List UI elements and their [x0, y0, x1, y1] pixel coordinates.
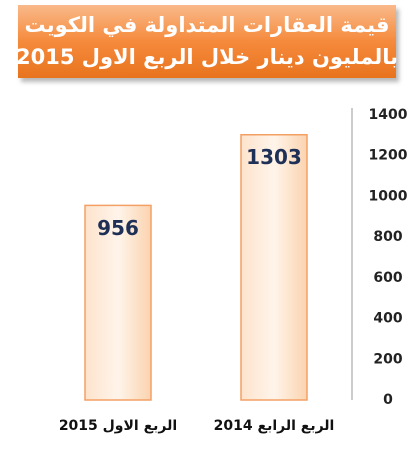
y-tick-label: 400 [373, 311, 402, 327]
x-tick-label: الربع الرابع 2014 [214, 418, 335, 434]
data-label: 1303 [246, 145, 302, 169]
y-tick-label: 1400 [369, 107, 408, 123]
y-tick-label: 1200 [369, 148, 408, 164]
chart-title: قيمة العقارات المتداولة في الكويت [24, 13, 389, 37]
y-tick-label: 0 [383, 392, 393, 408]
y-tick-label: 600 [373, 270, 402, 286]
bar [240, 133, 308, 401]
y-tick-label: 200 [373, 351, 402, 367]
y-tick-label: 800 [373, 229, 402, 245]
y-tick-label: 1000 [369, 188, 408, 204]
title-box [18, 5, 396, 78]
x-tick-label: الربع الاول 2015 [59, 418, 177, 434]
data-label: 956 [97, 216, 139, 240]
chart-title: بالمليون دينار خلال الربع الاول 2015 [16, 45, 398, 69]
bar [84, 204, 152, 401]
